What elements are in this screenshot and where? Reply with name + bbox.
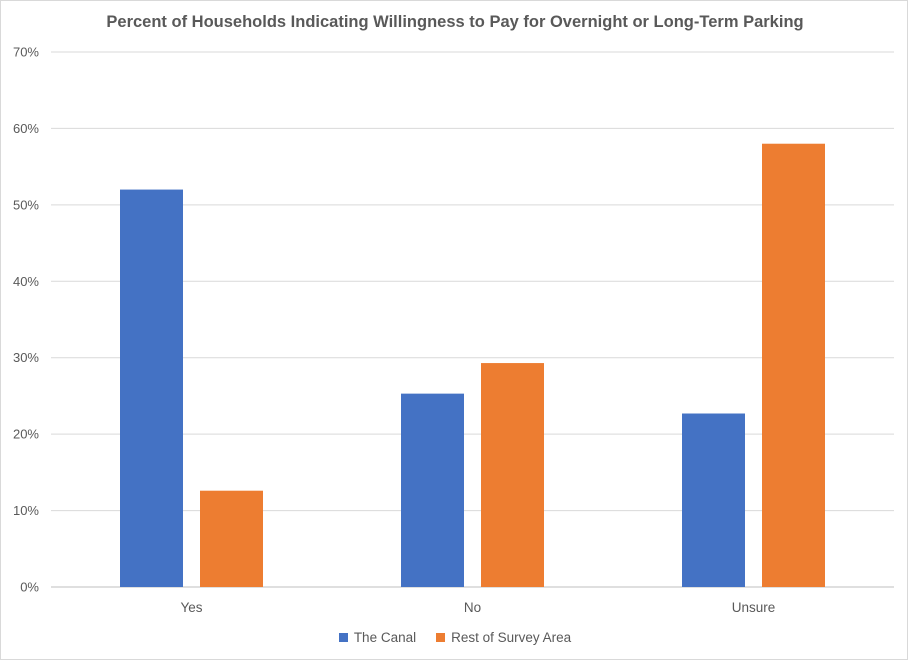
bar-rest-of-survey-area-no (481, 363, 544, 587)
y-tick-label: 60% (13, 121, 39, 136)
legend-item: Rest of Survey Area (436, 630, 571, 645)
legend-swatch (338, 633, 348, 642)
y-tick-label: 0% (20, 580, 39, 595)
legend-label: The Canal (353, 630, 417, 645)
bar-rest-of-survey-area-unsure (762, 143, 825, 587)
legend: The Canal Rest of Survey Area (1, 630, 908, 645)
y-tick-label: 10% (13, 503, 39, 518)
y-tick-label: 30% (13, 350, 39, 365)
bar-rest-of-survey-area-yes (200, 490, 263, 587)
bar-the-canal-unsure (682, 413, 745, 587)
y-tick-label: 20% (13, 427, 39, 442)
legend-item: The Canal (338, 630, 417, 645)
legend-swatch (436, 633, 446, 642)
y-tick-label: 50% (13, 197, 39, 212)
x-category-label: Unsure (732, 600, 776, 615)
y-tick-label: 70% (13, 45, 39, 60)
bar-the-canal-no (401, 393, 464, 587)
x-category-label: No (464, 600, 481, 615)
x-category-label: Yes (180, 600, 202, 615)
legend-label: Rest of Survey Area (451, 630, 572, 645)
y-tick-label: 40% (13, 274, 39, 289)
bar-the-canal-yes (120, 189, 183, 588)
chart-title: Percent of Households Indicating Willing… (106, 13, 804, 31)
